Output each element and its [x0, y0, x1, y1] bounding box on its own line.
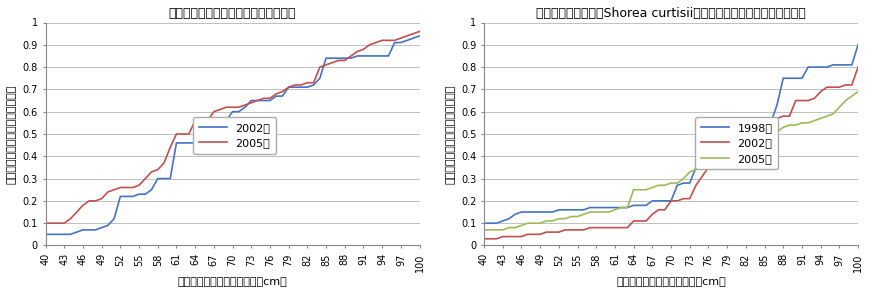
2005年 — [702, 161, 713, 165]
1998年 — [553, 208, 563, 212]
2002年 — [414, 34, 424, 38]
1998年 — [566, 208, 576, 212]
2005年 — [802, 121, 813, 125]
Line: 2005年: 2005年 — [45, 31, 419, 223]
Title: レッドメランティ（Shorea curtisii）における択伐シミュレーション: レッドメランティ（Shorea curtisii）における択伐シミュレーション — [535, 7, 805, 20]
1998年 — [702, 155, 713, 158]
2005年 — [364, 43, 375, 46]
1998年 — [678, 181, 688, 185]
2002年 — [171, 141, 182, 145]
2002年 — [364, 54, 375, 58]
2002年 — [802, 99, 813, 102]
2002年 — [240, 106, 250, 109]
1998年 — [609, 206, 620, 209]
Legend: 2002年, 2005年: 2002年, 2005年 — [193, 117, 275, 154]
2002年 — [128, 195, 138, 198]
X-axis label: 択伐基準とする立木の直径（cm）: 択伐基準とする立木の直径（cm） — [177, 277, 287, 287]
2005年 — [852, 90, 862, 93]
1998年 — [852, 43, 862, 46]
2002年 — [678, 197, 688, 201]
2005年 — [128, 186, 138, 189]
Y-axis label: 母樹に到達する他殖花粉の減少率: 母樹に到達する他殖花粉の減少率 — [7, 84, 17, 184]
2005年 — [40, 221, 50, 225]
2002年 — [40, 233, 50, 236]
X-axis label: 択伐基準とする立木の直径（cm）: 択伐基準とする立木の直径（cm） — [615, 277, 725, 287]
2005年 — [171, 132, 182, 136]
2005年 — [414, 30, 424, 33]
2005年 — [115, 186, 125, 189]
Title: バラウにおける択伐シミュレーション: バラウにおける択伐シミュレーション — [169, 7, 296, 20]
2005年 — [240, 103, 250, 107]
1998年 — [802, 65, 813, 69]
1998年 — [478, 221, 488, 225]
Line: 2002年: 2002年 — [45, 36, 419, 234]
2002年 — [115, 195, 125, 198]
2005年 — [553, 217, 563, 220]
Line: 2002年: 2002年 — [483, 67, 857, 239]
Line: 1998年: 1998年 — [483, 45, 857, 223]
2002年 — [609, 226, 620, 229]
2005年 — [478, 228, 488, 232]
Legend: 1998年, 2002年, 2005年: 1998年, 2002年, 2005年 — [694, 117, 777, 169]
2005年 — [609, 208, 620, 212]
2002年 — [264, 99, 275, 102]
Line: 2005年: 2005年 — [483, 92, 857, 230]
2005年 — [678, 177, 688, 180]
2002年 — [553, 230, 563, 234]
Y-axis label: 母樹に到達する他殖花粉の減少率: 母樹に到達する他殖花粉の減少率 — [445, 84, 454, 184]
2002年 — [566, 228, 576, 232]
2002年 — [478, 237, 488, 240]
2005年 — [566, 215, 576, 218]
2002年 — [852, 65, 862, 69]
2002年 — [702, 166, 713, 169]
2005年 — [264, 96, 275, 100]
